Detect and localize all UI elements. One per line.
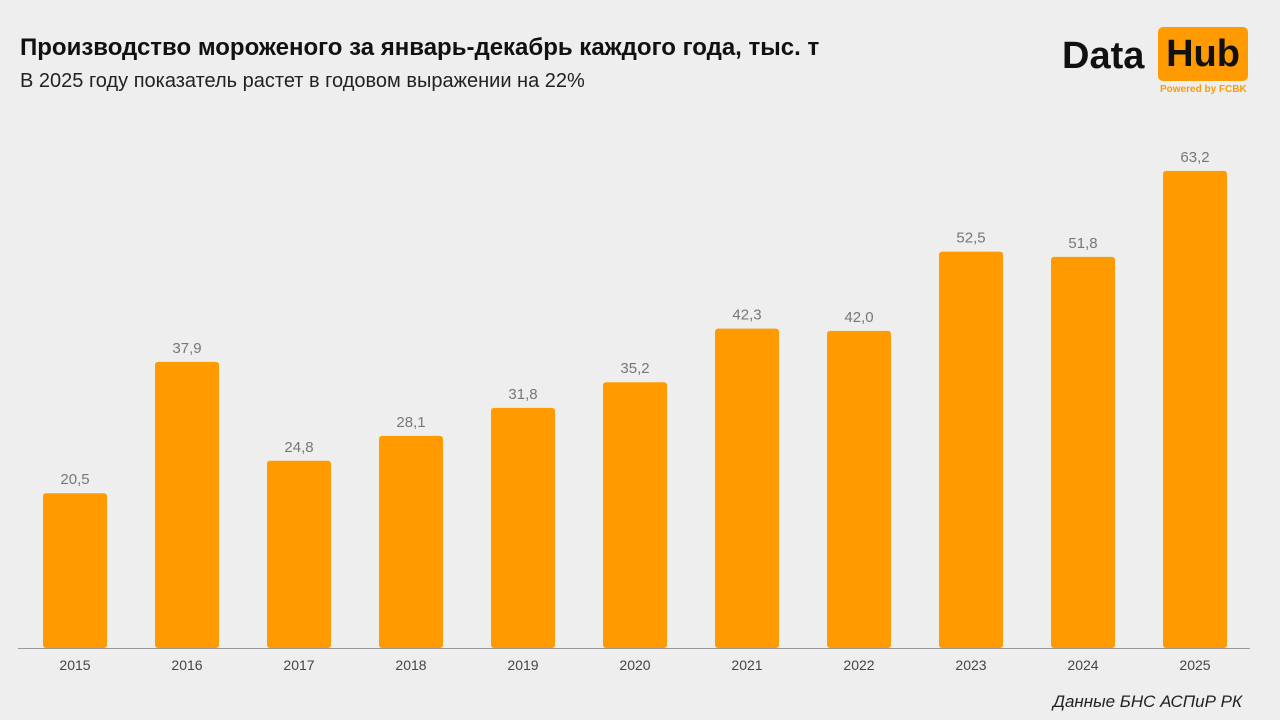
chart-subtitle: В 2025 году показатель растет в годовом … [20, 70, 585, 92]
x-tick-label: 2020 [619, 657, 650, 673]
x-tick-label: 2019 [507, 657, 538, 673]
data-label: 37,9 [172, 340, 201, 357]
data-label: 63,2 [1180, 149, 1209, 166]
bar-2023 [939, 251, 1003, 648]
bar-2020 [603, 382, 667, 648]
x-tick-label: 2021 [731, 657, 762, 673]
data-label: 20,5 [60, 471, 89, 488]
bar-2015 [43, 493, 107, 648]
bar-2019 [491, 407, 555, 648]
x-tick-label: 2016 [171, 657, 202, 673]
bar-2024 [1051, 256, 1115, 648]
data-label: 52,5 [956, 230, 985, 247]
data-label: 28,1 [396, 414, 425, 431]
x-tick-label: 2015 [59, 657, 90, 673]
data-label: 42,3 [732, 307, 761, 324]
datahub-logo: Data Hub Powered by FCBK [1062, 27, 1252, 97]
source-note: Данные БНС АСПиР РК [1052, 692, 1242, 711]
x-tick-label: 2018 [395, 657, 426, 673]
data-label: 42,0 [844, 309, 873, 326]
x-tick-label: 2025 [1179, 657, 1210, 673]
bar-2025 [1163, 170, 1227, 648]
chart-title: Производство мороженого за январь-декабр… [20, 34, 820, 61]
logo-hub-text: Hub [1158, 27, 1248, 81]
bar-2016 [155, 361, 219, 648]
bar-2018 [379, 435, 443, 648]
x-tick-label: 2022 [843, 657, 874, 673]
bar-2021 [715, 328, 779, 648]
data-label: 31,8 [508, 386, 537, 403]
bar-2017 [267, 460, 331, 648]
data-label: 35,2 [620, 360, 649, 377]
x-tick-label: 2024 [1067, 657, 1098, 673]
logo-data-text: Data [1062, 35, 1145, 77]
x-tick-label: 2023 [955, 657, 986, 673]
logo-tagline: Powered by FCBK [1160, 84, 1247, 95]
data-label: 24,8 [284, 439, 313, 456]
data-label: 51,8 [1068, 235, 1097, 252]
bar-2022 [827, 330, 891, 648]
x-tick-label: 2017 [283, 657, 314, 673]
